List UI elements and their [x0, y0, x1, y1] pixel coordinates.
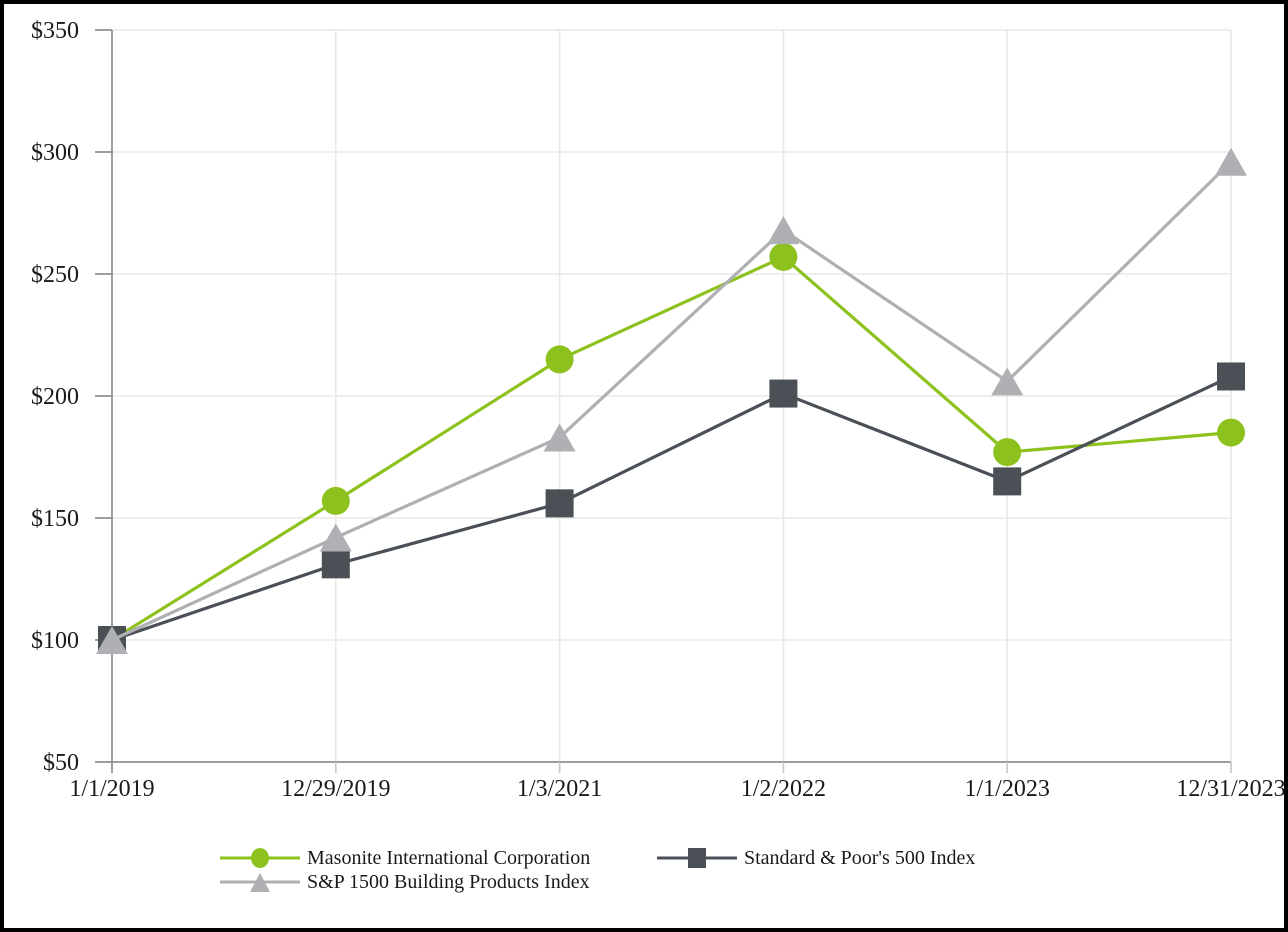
legend-label-sp1500-building: S&P 1500 Building Products Index: [307, 871, 590, 893]
data-point-marker: [321, 550, 350, 579]
x-axis-label: 1/1/2023: [965, 776, 1050, 802]
y-axis-label: $150: [31, 506, 79, 532]
x-axis-label: 12/29/2019: [281, 776, 390, 802]
series-triangle: [96, 147, 1247, 654]
chart-legend: Masonite International Corporation Stand…: [220, 846, 1120, 896]
legend-triangle-glyph: [250, 873, 270, 892]
legend-square-glyph: [688, 848, 706, 868]
y-axis-label: $350: [31, 18, 79, 44]
data-point-marker: [1215, 147, 1247, 176]
y-axis-label: $50: [43, 750, 79, 776]
x-axis-label: 1/2/2022: [741, 776, 826, 802]
data-point-marker: [321, 486, 350, 515]
data-point-marker: [769, 242, 798, 271]
legend-item-sp1500-building: S&P 1500 Building Products Index: [220, 870, 590, 894]
x-axis-label: 12/31/2023: [1176, 776, 1284, 802]
performance-line-chart: $50 $100 $150 $200 $250 $300 $350 1/1/2019 12/29…: [31, 18, 1284, 802]
data-point-marker: [319, 523, 352, 552]
legend-item-sp500: Standard & Poor's 500 Index: [657, 846, 975, 870]
data-point-marker: [96, 626, 128, 654]
legend-item-masonite: Masonite International Corporation: [220, 846, 590, 870]
series-line-1: [110, 374, 1233, 642]
circle-marker-icon: [220, 848, 300, 868]
series-square: [98, 362, 1245, 654]
series-line-2: [110, 160, 1233, 642]
x-axis-label: 1/1/2019: [69, 776, 154, 802]
y-axis-label: $200: [31, 384, 79, 410]
data-point-marker: [991, 367, 1024, 396]
y-axis-label: $100: [31, 628, 79, 654]
x-axis-label: 1/3/2021: [517, 776, 602, 802]
data-point-marker: [1217, 362, 1245, 391]
data-point-marker: [993, 467, 1022, 496]
data-point-marker: [993, 438, 1022, 467]
data-point-marker: [545, 345, 574, 374]
data-point-marker: [545, 489, 574, 518]
series-line-0: [110, 255, 1233, 642]
legend-circle-glyph: [251, 848, 269, 868]
square-marker-icon: [657, 848, 737, 868]
y-axis-label: $250: [31, 262, 79, 288]
legend-label-sp500: Standard & Poor's 500 Index: [744, 847, 976, 869]
data-point-marker: [767, 216, 800, 245]
data-point-marker: [769, 379, 798, 408]
series-circle: [98, 242, 1245, 654]
legend-label-masonite: Masonite International Corporation: [307, 847, 591, 869]
data-point-marker: [543, 423, 576, 452]
data-point-marker: [1217, 418, 1245, 447]
triangle-marker-icon: [220, 873, 300, 892]
y-axis-label: $300: [31, 140, 79, 166]
